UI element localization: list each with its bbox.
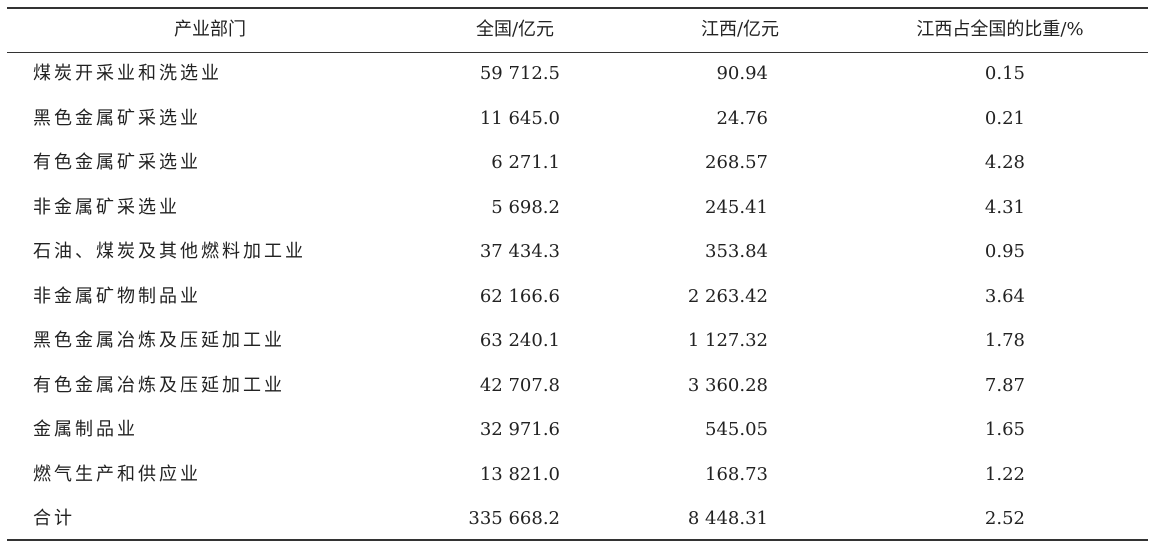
data-cell: 13 821.0 (479, 463, 560, 485)
data-cell: 1.65 (984, 419, 1025, 440)
data-cell: 2 263.42 (687, 285, 768, 307)
header-cell: 江西占全国的比重/% (916, 19, 1084, 40)
data-cell: 3 360.28 (687, 374, 768, 396)
data-cell: 353.84 (705, 241, 768, 262)
data-cell: 1.22 (984, 463, 1025, 485)
row-label: 石油、煤炭及其他燃料加工业 (33, 241, 306, 262)
header-cell: 江西/亿元 (700, 19, 780, 40)
data-cell: 335 668.2 (468, 508, 560, 529)
data-cell: 37 434.3 (479, 241, 560, 262)
data-cell: 1.78 (984, 330, 1025, 351)
data-cell: 1 127.32 (687, 330, 768, 351)
header-cell: 产业部门 (174, 19, 246, 40)
row-label: 非金属矿采选业 (33, 196, 180, 218)
data-cell: 4.31 (984, 196, 1025, 218)
row-label: 有色金属冶炼及压延加工业 (33, 374, 285, 396)
data-cell: 24.76 (716, 107, 768, 129)
data-cell: 545.05 (705, 419, 768, 440)
data-cell: 90.94 (716, 63, 768, 84)
data-cell: 268.57 (705, 152, 768, 173)
data-cell: 63 240.1 (479, 330, 560, 351)
row-label: 燃气生产和供应业 (33, 463, 201, 485)
row-label: 金属制品业 (33, 419, 138, 440)
data-cell: 0.21 (984, 107, 1025, 129)
data-cell: 4.28 (984, 152, 1025, 173)
top-rule (7, 7, 1148, 9)
data-cell: 6 271.1 (491, 152, 560, 173)
row-label: 有色金属矿采选业 (33, 152, 201, 173)
header-rule (7, 52, 1148, 53)
row-label: 黑色金属冶炼及压延加工业 (33, 330, 285, 351)
row-label: 黑色金属矿采选业 (33, 107, 201, 129)
data-cell: 168.73 (705, 463, 768, 485)
bottom-rule (7, 539, 1148, 541)
data-cell: 32 971.6 (479, 419, 560, 440)
data-cell: 0.15 (984, 63, 1025, 84)
data-cell: 5 698.2 (491, 196, 560, 218)
data-cell: 59 712.5 (479, 63, 560, 84)
data-cell: 8 448.31 (687, 508, 768, 529)
data-cell: 7.87 (984, 374, 1025, 396)
row-label: 合计 (33, 508, 75, 529)
data-cell: 0.95 (984, 241, 1025, 262)
data-cell: 3.64 (984, 285, 1025, 307)
row-label: 非金属矿物制品业 (33, 285, 201, 307)
header-cell: 全国/亿元 (475, 19, 555, 40)
data-cell: 2.52 (984, 508, 1025, 529)
data-cell: 245.41 (705, 196, 768, 218)
data-cell: 62 166.6 (479, 285, 560, 307)
data-cell: 42 707.8 (479, 374, 560, 396)
data-cell: 11 645.0 (479, 107, 560, 129)
row-label: 煤炭开采业和洗选业 (33, 63, 222, 84)
